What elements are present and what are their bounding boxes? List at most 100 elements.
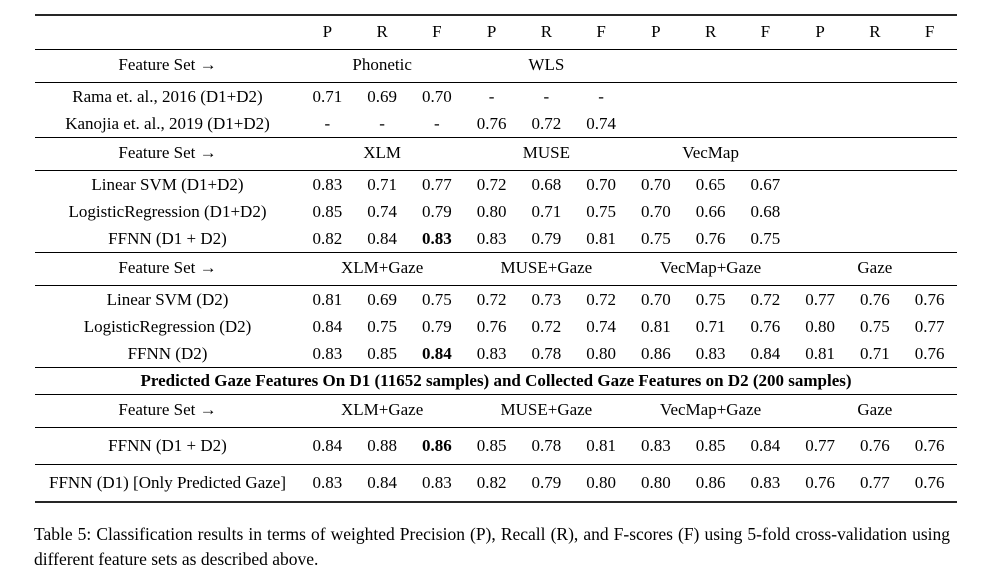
cell: 0.70	[586, 174, 616, 194]
cell: 0.68	[531, 174, 562, 194]
cell: 0.71	[312, 86, 343, 106]
cell	[792, 225, 848, 253]
cell: 0.72	[476, 174, 507, 194]
cell: 0.80	[641, 473, 671, 492]
col-header: R	[519, 15, 574, 50]
cell: 0.84	[312, 316, 343, 336]
cell: 0.85	[312, 201, 343, 221]
row-label: FFNN (D2)	[35, 340, 300, 368]
row-label: Linear SVM (D2)	[106, 289, 229, 309]
cell: 0.71	[367, 174, 397, 194]
cell: 0.83	[464, 340, 519, 368]
cell	[629, 83, 684, 111]
cell: 0.83	[312, 473, 343, 492]
table-row: FFNN (D1 + D2) 0.82 0.84 0.83 0.83 0.79 …	[35, 225, 957, 253]
cell	[848, 83, 903, 111]
cell-best-fscore: 0.84	[409, 340, 465, 368]
table-row: Linear SVM (D2) 0.81 0.69 0.75 0.72 0.73…	[35, 286, 957, 314]
cell: 0.88	[354, 427, 410, 465]
cell: 0.75	[695, 289, 726, 309]
cell: 0.71	[531, 201, 562, 221]
cell: 0.78	[519, 340, 574, 368]
cell: 0.79	[422, 316, 452, 336]
row-label: FFNN (D1 + D2)	[35, 225, 300, 253]
cell	[848, 171, 903, 199]
group-header: Gaze	[792, 252, 957, 286]
cell: 0.69	[367, 289, 397, 309]
cell: 0.72	[519, 110, 574, 138]
cell: 0.68	[750, 201, 781, 221]
group-header-empty	[628, 49, 957, 83]
cell: 0.78	[519, 427, 574, 465]
cell: 0.75	[628, 225, 684, 253]
corner-cell	[35, 15, 300, 50]
group-header: WLS	[464, 49, 629, 83]
cell: 0.85	[683, 427, 738, 465]
feature-set-row: Feature Set → XLM+Gaze MUSE+Gaze VecMap+…	[35, 394, 957, 428]
feature-set-label: Feature Set →	[35, 49, 300, 83]
table-row: FFNN (D1) [Only Predicted Gaze] 0.83 0.8…	[35, 465, 957, 503]
col-header: P	[628, 15, 684, 50]
cell	[738, 110, 793, 138]
cell: 0.82	[300, 225, 355, 253]
cell: 0.77	[860, 473, 890, 492]
feature-set-row: Feature Set → XLM MUSE VecMap	[35, 137, 957, 171]
table-caption: Table 5: Classification results in terms…	[34, 524, 950, 569]
column-header-row: P R F P R F P R F P R F	[35, 15, 957, 50]
cell: 0.84	[738, 340, 793, 368]
table-row: Kanojia et. al., 2019 (D1+D2) - - - 0.76…	[35, 110, 957, 138]
cell: 0.83	[300, 340, 355, 368]
cell: 0.76	[750, 316, 781, 336]
table-row: LogisticRegression (D1+D2) 0.85 0.74 0.7…	[35, 198, 957, 225]
cell: 0.80	[573, 340, 629, 368]
cell: 0.75	[586, 201, 616, 221]
table-row: FFNN (D2) 0.83 0.85 0.84 0.83 0.78 0.80 …	[35, 340, 957, 368]
cell: 0.76	[464, 110, 519, 138]
cell	[847, 225, 903, 253]
cell: 0.86	[695, 473, 726, 492]
cell: 0.67	[750, 174, 781, 194]
cell: 0.81	[312, 289, 343, 309]
cell: 0.86	[628, 340, 684, 368]
group-header: MUSE+Gaze	[464, 252, 629, 286]
cell: 0.76	[805, 473, 835, 492]
col-header: F	[409, 15, 465, 50]
cell: 0.84	[300, 427, 355, 465]
results-table: P R F P R F P R F P R F Feature Set → Ph…	[35, 14, 957, 503]
feature-set-label: Feature Set →	[35, 137, 300, 171]
col-header: P	[300, 15, 355, 50]
cell: 0.66	[695, 201, 726, 221]
section-banner-row: Predicted Gaze Features On D1 (11652 sam…	[35, 367, 957, 395]
cell-best-fscore: 0.83	[409, 225, 465, 253]
cell: 0.76	[476, 316, 507, 336]
cell: 0.65	[695, 174, 726, 194]
cell: 0.69	[367, 86, 397, 106]
col-header: F	[902, 15, 957, 50]
cell: 0.81	[573, 427, 629, 465]
row-label: Linear SVM (D1+D2)	[91, 174, 244, 194]
cell: -	[354, 110, 410, 138]
row-label: Rama et. al., 2016 (D1+D2)	[72, 86, 263, 106]
cell: 0.84	[354, 225, 410, 253]
group-header: Gaze	[792, 394, 957, 428]
feature-set-row: Feature Set → XLM+Gaze MUSE+Gaze VecMap+…	[35, 252, 957, 286]
cell: 0.75	[860, 316, 890, 336]
cell: 0.83	[683, 340, 738, 368]
feature-set-label: Feature Set →	[35, 394, 300, 428]
row-label: LogisticRegression (D2)	[83, 316, 252, 336]
cell	[902, 171, 957, 199]
cell: 0.70	[641, 174, 671, 194]
cell: 0.79	[519, 225, 574, 253]
cell: 0.72	[531, 316, 562, 336]
group-header: VecMap+Gaze	[628, 394, 793, 428]
group-header-empty	[792, 137, 957, 171]
cell: 0.85	[464, 427, 519, 465]
feature-set-row: Feature Set → Phonetic WLS	[35, 49, 957, 83]
cell: 0.83	[750, 473, 781, 492]
cell: 0.72	[586, 289, 616, 309]
cell: 0.74	[573, 110, 629, 138]
cell	[848, 198, 903, 225]
cell: 0.76	[902, 427, 957, 465]
cell: 0.81	[573, 225, 629, 253]
cell: 0.84	[367, 473, 397, 492]
